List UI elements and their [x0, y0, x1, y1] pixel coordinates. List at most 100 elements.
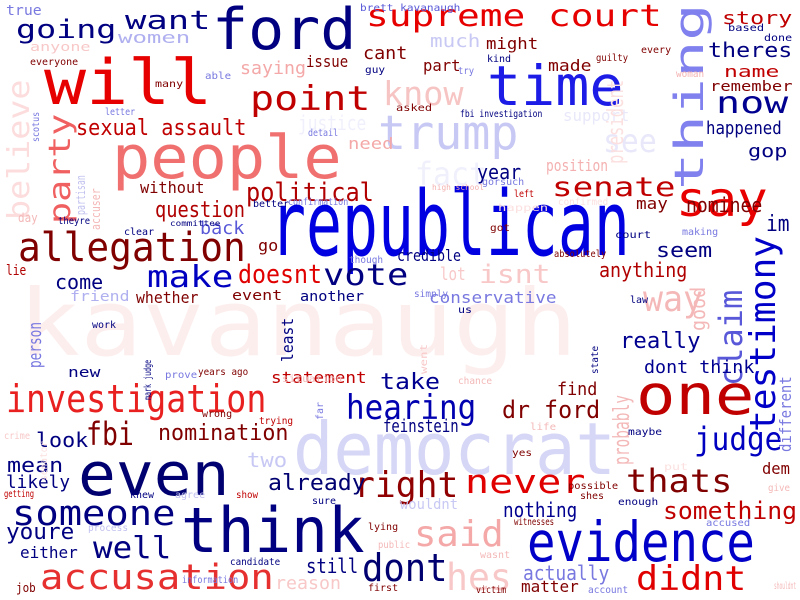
cloud-word-try: try [458, 66, 475, 77]
cloud-word-time: time [487, 54, 624, 118]
cloud-word-gop: gop [748, 141, 788, 162]
cloud-word-done: done [764, 33, 793, 44]
cloud-word-either: either [20, 543, 78, 562]
cloud-word-wasnt: wasnt [480, 550, 511, 561]
cloud-word-judge: judge [694, 420, 783, 458]
cloud-word-justice: justice [298, 111, 367, 135]
cloud-word-wouldnt: wouldnt [400, 497, 459, 513]
cloud-word-went: went [419, 343, 430, 374]
cloud-word-fbi-investigation: fbi investigation [460, 109, 543, 120]
cloud-word-senator: senator [39, 440, 50, 481]
cloud-word-feinstein: feinstein [383, 416, 459, 437]
cloud-word-thats: thats [626, 462, 733, 500]
cloud-word-high-school: high school [432, 183, 484, 192]
cloud-word-people: people [112, 123, 342, 193]
cloud-word-happen: happen [498, 203, 549, 214]
cloud-word-say: say [676, 172, 768, 228]
cloud-word-already: already [268, 471, 366, 496]
cloud-word-wrong: wrong [202, 409, 233, 420]
cloud-word-lie: lie [6, 263, 27, 279]
cloud-word-confirmed: confirmed [558, 197, 609, 208]
cloud-word-never: never [465, 462, 586, 501]
cloud-word-letter: letter [105, 107, 136, 118]
cloud-word-new: new [68, 365, 101, 381]
cloud-word-job: job [16, 581, 36, 595]
cloud-word-whether: whether [136, 288, 199, 307]
cloud-word-think: think [181, 494, 365, 567]
cloud-word-kind: kind [487, 54, 512, 65]
cloud-word-dem: dem [762, 459, 790, 478]
cloud-word-matter: matter [521, 577, 579, 596]
cloud-word-anything: anything [599, 258, 688, 282]
cloud-word-may: may [636, 194, 668, 213]
cloud-word-scotus: scotus [31, 111, 42, 142]
cloud-word-another: another [300, 289, 365, 305]
cloud-word-lot: lot [440, 264, 466, 285]
cloud-word-give: give [768, 483, 791, 494]
cloud-word-enough: enough [618, 497, 659, 508]
cloud-word-right: right [354, 465, 459, 506]
cloud-word-left: left [514, 189, 535, 200]
cloud-word-situation: situation [282, 374, 343, 385]
cloud-word-cant: cant [363, 43, 408, 64]
cloud-word-seem: seem [656, 238, 713, 262]
cloud-word-someone: someone [12, 494, 176, 534]
cloud-word-better: better [253, 199, 290, 210]
cloud-word-part: part [423, 56, 461, 75]
cloud-word-question: question [155, 198, 245, 223]
cloud-word-partisan: partisan [74, 175, 88, 215]
cloud-word-political: political [246, 178, 374, 208]
cloud-word-possible: possible [568, 481, 619, 492]
cloud-word-two: two [247, 448, 288, 472]
cloud-word-shes: shes [580, 491, 605, 502]
cloud-word-friend: friend [70, 289, 130, 305]
cloud-word-allegation: allegation [18, 225, 246, 271]
cloud-word-now: now [716, 86, 789, 121]
cloud-word-nominee: nominee [686, 193, 763, 217]
cloud-word-got: got [490, 223, 511, 234]
cloud-word-accusation: accusation [40, 558, 274, 598]
cloud-word-law: law [630, 295, 649, 306]
cloud-word-know: know [383, 74, 464, 113]
cloud-word-youre: youre [6, 520, 75, 545]
cloud-word-trying: trying [259, 416, 294, 427]
cloud-word-remember: remember [710, 79, 793, 95]
cloud-word-accuser: accuser [89, 188, 103, 230]
cloud-word-anyone: anyone [30, 40, 91, 54]
cloud-word-might: might [486, 34, 539, 53]
cloud-word-even: even [78, 440, 230, 510]
cloud-word-fact: fact [415, 155, 488, 193]
cloud-word-look: look [36, 428, 89, 452]
cloud-word-yes: yes [512, 448, 533, 459]
cloud-word-year: year [477, 160, 522, 184]
cloud-word-dont: dont [362, 546, 448, 590]
cloud-word-prove: prove [165, 370, 198, 381]
cloud-word-guilty: guilty [596, 53, 629, 64]
cloud-word-put: put [664, 462, 689, 473]
cloud-word-way: way [643, 279, 704, 320]
cloud-word-well: well [93, 531, 172, 566]
cloud-word-happened: happened [706, 118, 782, 139]
cloud-word-brett-kavanaugh: brett kavanaugh [360, 3, 461, 14]
cloud-word-shouldnt: shouldnt [774, 581, 797, 592]
cloud-word-conservative: conservative [429, 288, 557, 307]
cloud-word-really: really [620, 329, 701, 354]
cloud-word-trump: trump [378, 106, 519, 161]
cloud-word-agree: agree [175, 490, 206, 501]
cloud-word-come: come [55, 270, 104, 294]
cloud-word-nothing: nothing [503, 498, 578, 522]
cloud-word-maybe: maybe [628, 427, 663, 438]
cloud-word-something: something [663, 497, 798, 525]
cloud-word-first: first [368, 583, 399, 594]
cloud-word-vote: vote [323, 258, 409, 293]
cloud-word-knew: knew [130, 490, 155, 501]
cloud-word-detail: detail [308, 128, 339, 139]
cloud-word-years-ago: years ago [198, 367, 249, 378]
cloud-word-chance: chance [458, 376, 493, 387]
cloud-word-women: women [118, 28, 191, 47]
cloud-word-without: without [140, 178, 205, 197]
cloud-word-crime: crime [4, 431, 31, 442]
cloud-word-account: account [588, 585, 629, 596]
cloud-word-make: make [147, 260, 234, 295]
